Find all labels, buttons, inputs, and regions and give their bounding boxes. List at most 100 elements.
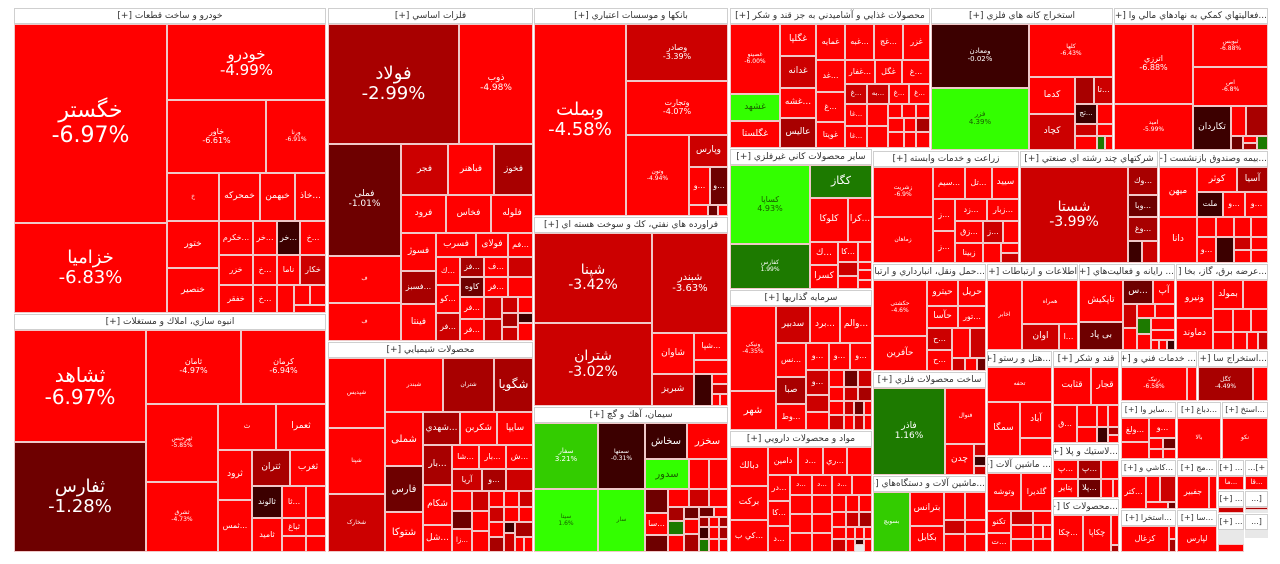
stock-tile[interactable]: خ: [167, 173, 219, 221]
stock-tile[interactable]: [1218, 544, 1244, 552]
stock-tile[interactable]: [1075, 124, 1097, 136]
stock-tile[interactable]: فخوز: [494, 144, 533, 195]
stock-tile[interactable]: [858, 370, 872, 387]
sector-header[interactable]: ...بيمه وصندوق بازنشست [+]: [1159, 151, 1268, 167]
stock-tile[interactable]: حیترو: [927, 280, 958, 306]
stock-tile[interactable]: [852, 475, 872, 495]
stock-tile[interactable]: فرود: [401, 195, 446, 233]
stock-tile[interactable]: چكاپا: [1083, 515, 1111, 552]
stock-tile[interactable]: دامین: [768, 447, 798, 475]
stock-tile[interactable]: تاپکیش: [1079, 280, 1123, 322]
stock-tile[interactable]: ثالوند: [252, 486, 282, 518]
sector-header[interactable]: محصولات غذايي و آشاميدني به جز قند و شكر…: [730, 8, 930, 24]
stock-tile[interactable]: سار: [598, 489, 645, 552]
stock-tile[interactable]: كگاز: [810, 165, 872, 198]
stock-tile[interactable]: [790, 495, 812, 514]
stock-tile[interactable]: [1033, 511, 1052, 525]
stock-tile[interactable]: غدانه: [780, 56, 816, 88]
stock-tile[interactable]: اخابر: [987, 280, 1022, 350]
stock-tile[interactable]: [1168, 502, 1176, 509]
stock-tile[interactable]: شكربن: [460, 412, 497, 445]
stock-tile[interactable]: زماهان: [873, 217, 933, 263]
stock-tile[interactable]: [504, 491, 519, 507]
stock-tile[interactable]: بركت: [730, 486, 768, 520]
stock-tile[interactable]: وصادر -3.39%: [626, 24, 728, 81]
stock-tile[interactable]: ...وك: [1128, 167, 1158, 195]
stock-tile[interactable]: شپدیس: [328, 358, 385, 428]
stock-tile[interactable]: ...د: [768, 526, 790, 552]
stock-tile[interactable]: فملی -1.01%: [328, 144, 401, 256]
stock-tile[interactable]: [502, 327, 518, 341]
stock-tile[interactable]: بمولد: [1213, 280, 1243, 309]
stock-tile[interactable]: فخاس: [446, 195, 491, 233]
stock-tile[interactable]: [518, 313, 533, 323]
stock-tile[interactable]: نکو: [1222, 418, 1268, 459]
stock-tile[interactable]: ...زبار: [987, 199, 1019, 221]
sector-header[interactable]: ... [+]: [1218, 491, 1244, 507]
stock-tile[interactable]: [812, 495, 832, 514]
stock-tile[interactable]: خنصیر: [167, 268, 219, 313]
stock-tile[interactable]: وتون -4.94%: [626, 135, 689, 216]
stock-tile[interactable]: ...غ: [889, 84, 909, 104]
stock-tile[interactable]: [1163, 449, 1176, 459]
stock-tile[interactable]: [502, 313, 518, 327]
stock-tile[interactable]: [1033, 525, 1043, 539]
stock-tile[interactable]: [1020, 438, 1052, 456]
stock-tile[interactable]: ف: [328, 256, 401, 303]
stock-tile[interactable]: حآسا: [927, 306, 958, 328]
stock-tile[interactable]: [1105, 136, 1113, 150]
stock-tile[interactable]: صبا: [776, 377, 806, 404]
stock-tile[interactable]: بكابل: [910, 526, 944, 552]
stock-tile[interactable]: ...و: [850, 343, 872, 370]
stock-tile[interactable]: ...وط: [776, 404, 806, 430]
stock-tile[interactable]: ...پلا: [1078, 479, 1101, 498]
stock-tile[interactable]: [1101, 479, 1113, 498]
stock-tile[interactable]: فباهنر: [448, 144, 494, 195]
stock-tile[interactable]: سمتها -0.31%: [598, 423, 645, 489]
stock-tile[interactable]: همراه: [1022, 280, 1078, 324]
stock-tile[interactable]: ...ثا: [282, 486, 306, 518]
stock-tile[interactable]: ...فسبز: [401, 271, 436, 304]
sector-header[interactable]: ...استخ [+]: [1222, 402, 1268, 418]
stock-tile[interactable]: ...ش: [506, 445, 533, 469]
stock-tile[interactable]: رنیک -6.58%: [1121, 367, 1187, 401]
stock-tile[interactable]: [1231, 136, 1243, 150]
stock-tile[interactable]: ...تور: [958, 306, 986, 328]
stock-tile[interactable]: شكام: [423, 485, 452, 525]
stock-tile[interactable]: [838, 262, 858, 276]
stock-tile[interactable]: [1213, 332, 1233, 350]
stock-tile[interactable]: [1169, 526, 1176, 539]
sector-header[interactable]: انبوه سازي، املاك و مستغلات [+]: [14, 314, 326, 330]
stock-tile[interactable]: آسیا: [1237, 167, 1268, 192]
stock-tile[interactable]: سمگا: [987, 402, 1020, 456]
stock-tile[interactable]: [484, 297, 502, 319]
stock-tile[interactable]: [867, 104, 888, 126]
stock-tile[interactable]: خکار: [300, 255, 326, 285]
stock-tile[interactable]: [829, 387, 844, 401]
stock-tile[interactable]: ...و: [482, 469, 506, 491]
stock-tile[interactable]: شتوکا: [385, 512, 423, 552]
sector-header[interactable]: ... [+]: [1218, 514, 1244, 530]
sector-header[interactable]: ...سا [+]: [1177, 510, 1217, 526]
stock-tile[interactable]: ...غ: [845, 84, 867, 104]
stock-tile[interactable]: [916, 104, 930, 118]
stock-tile[interactable]: ثامان -4.97%: [146, 330, 241, 404]
stock-tile[interactable]: [1257, 136, 1268, 150]
stock-tile[interactable]: ...ثمس: [218, 500, 252, 552]
stock-tile[interactable]: ...و: [710, 167, 728, 205]
stock-tile[interactable]: [846, 539, 855, 552]
stock-tile[interactable]: ...غا: [845, 126, 867, 148]
stock-tile[interactable]: ...د: [812, 475, 832, 495]
stock-tile[interactable]: فاذر 1.16%: [873, 388, 945, 475]
sector-header[interactable]: قند و شكر [+]: [1053, 351, 1119, 367]
stock-tile[interactable]: ...غ: [909, 84, 930, 104]
stock-tile[interactable]: ...ز: [933, 199, 955, 231]
stock-tile[interactable]: آريا: [452, 469, 482, 491]
stock-tile[interactable]: [974, 444, 986, 456]
stock-tile[interactable]: [452, 511, 472, 529]
stock-tile[interactable]: فارس: [385, 466, 423, 512]
stock-tile[interactable]: شستا -3.99%: [1020, 167, 1128, 263]
stock-tile[interactable]: [306, 536, 326, 552]
stock-tile[interactable]: اص -6.8%: [1193, 67, 1268, 106]
stock-tile[interactable]: [524, 537, 533, 552]
